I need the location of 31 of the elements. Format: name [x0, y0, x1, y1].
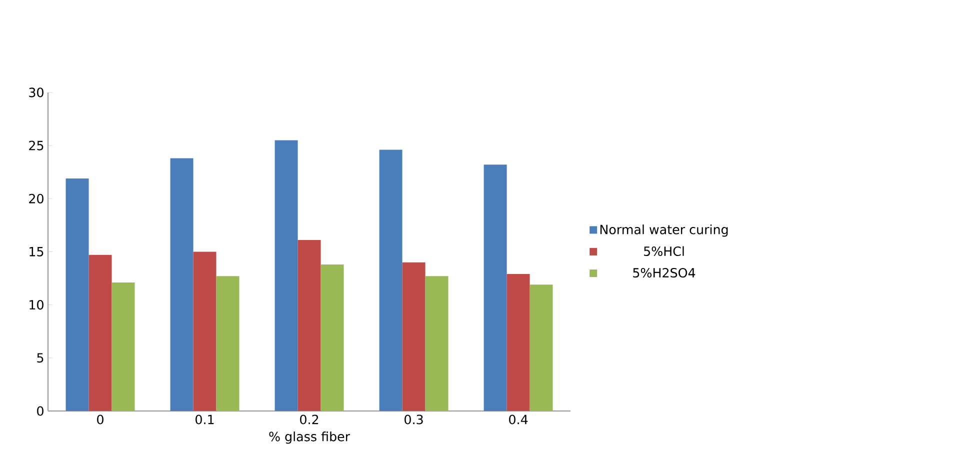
- x-tick-label: 0.2: [300, 414, 318, 424]
- bar: [506, 274, 530, 411]
- bar: [530, 284, 553, 411]
- bar: [379, 150, 402, 411]
- y-tick-label: 15: [30, 247, 44, 256]
- bar: [216, 276, 240, 411]
- bar: [425, 276, 448, 411]
- text: 5%HCl: [644, 246, 684, 256]
- y-tick-label: 30: [29, 88, 44, 98]
- bar: [484, 164, 507, 411]
- bar: [170, 158, 194, 411]
- bar: [320, 264, 344, 411]
- x-tick-label: 0.3: [404, 414, 423, 424]
- y-tick-label: 25: [29, 140, 44, 150]
- bar: [66, 178, 89, 411]
- y-tick-label: 20: [29, 194, 44, 204]
- bar: [274, 140, 298, 411]
- bar: [298, 240, 321, 411]
- x-tick-label: 0.4: [509, 414, 528, 424]
- bar: [193, 252, 216, 411]
- x-axis-title: % glass fiber: [269, 432, 350, 444]
- y-tick-label: 5: [37, 353, 44, 363]
- y-tick-label: 10: [30, 300, 44, 310]
- y-tick-label: 0: [37, 406, 44, 416]
- bar: [88, 254, 112, 411]
- text: 5%H2SO4: [633, 268, 696, 278]
- bar: [402, 262, 426, 411]
- x-tick-label: 0: [97, 414, 104, 424]
- x-tick-label: 0.1: [196, 414, 214, 424]
- bar: [112, 282, 135, 411]
- legend-label: Normal water curing: [600, 224, 728, 237]
